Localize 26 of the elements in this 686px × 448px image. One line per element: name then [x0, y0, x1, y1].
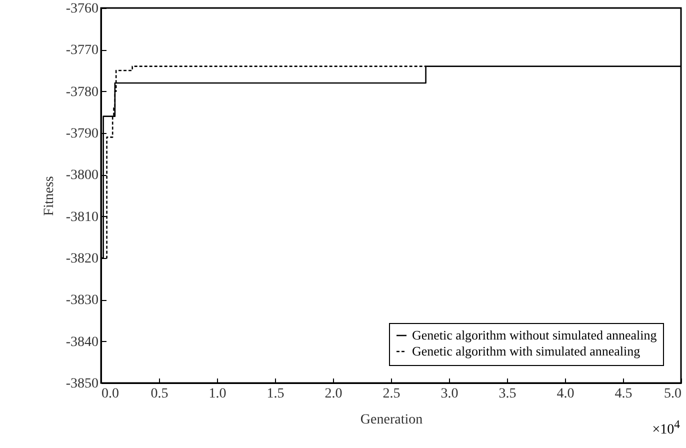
x-axis-title: Generation	[360, 412, 423, 428]
text: ×10$^{4}$	[652, 418, 680, 439]
x-tick-label: 5.0	[664, 386, 682, 402]
y-tick-label: -3790	[66, 126, 98, 142]
y-tick-label: -3770	[66, 43, 98, 58]
x-tick-label: 3.0	[440, 386, 458, 402]
y-tick-label: -3800	[66, 168, 98, 184]
y-tick-label: -3830	[66, 293, 98, 308]
x-tick-label: 0.5	[150, 386, 168, 402]
y-tick-label: -3760	[66, 2, 98, 16]
y-tick-label: -3840	[66, 334, 98, 350]
x-tick-label: 4.0	[556, 386, 574, 402]
x-tick-label: 3.5	[498, 386, 516, 402]
y-tick-label: -3820	[66, 252, 98, 266]
x-tick-label: 4.5	[614, 386, 632, 402]
legend-label: Genetic algorithm without simulated annealing	[412, 328, 658, 342]
x-tick-label: 2.5	[382, 386, 400, 402]
y-tick-label: -3850	[66, 376, 98, 392]
y-axis-title: Fitness	[42, 176, 57, 216]
legend-label: Genetic algorithm with simulated annealing	[412, 344, 641, 358]
x-tick-label: 1.5	[266, 386, 284, 402]
y-tick-label: -3810	[66, 210, 98, 225]
x-tick-label: 2.0	[324, 386, 342, 402]
x-tick-label: 1.0	[208, 386, 226, 402]
y-tick-label: -3780	[66, 84, 98, 100]
x-tick-label: 0.0	[102, 386, 119, 402]
